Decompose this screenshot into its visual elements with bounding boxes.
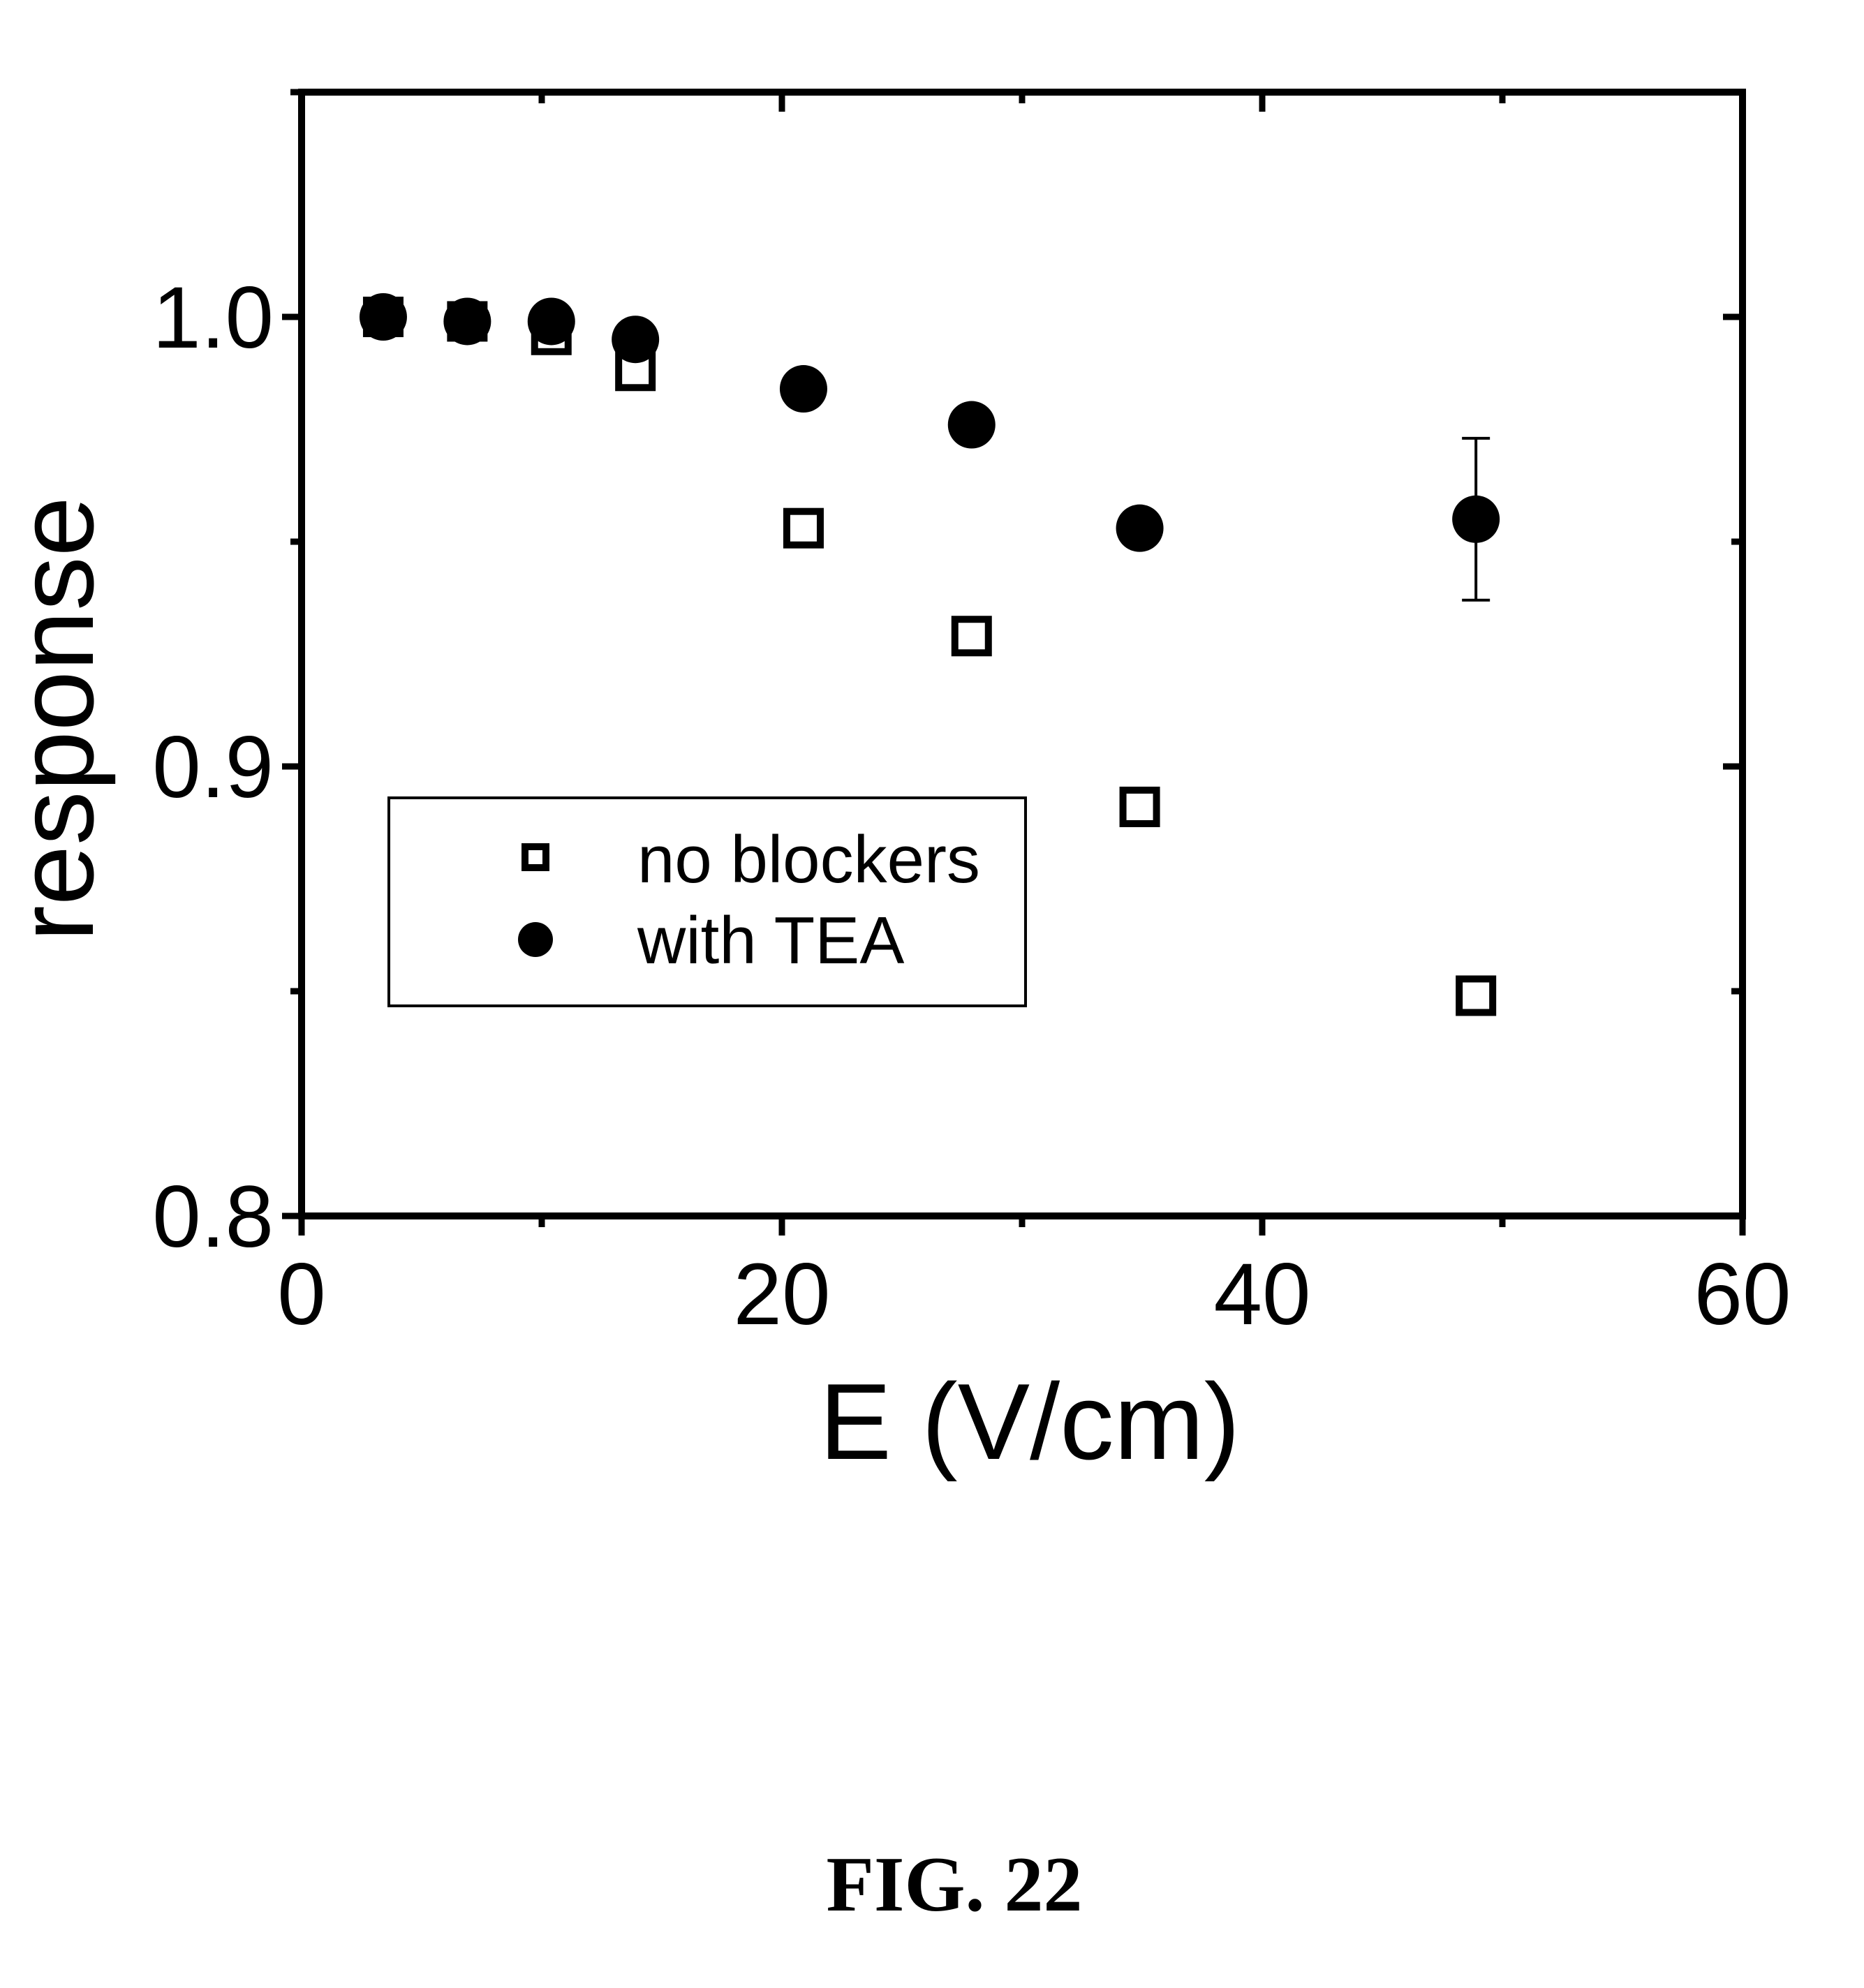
data-point-no-blockers xyxy=(787,512,820,545)
data-point-with-tea xyxy=(612,316,659,363)
x-tick-label: 0 xyxy=(277,1246,326,1343)
data-point-with-tea xyxy=(948,401,996,449)
data-point-no-blockers xyxy=(1459,979,1493,1012)
data-point-with-tea xyxy=(1116,505,1164,552)
series-with-tea xyxy=(360,293,1500,600)
data-point-with-tea xyxy=(780,365,827,413)
x-tick-label: 60 xyxy=(1694,1246,1791,1343)
data-point-no-blockers xyxy=(955,619,989,653)
x-tick-label: 20 xyxy=(733,1246,830,1343)
legend-label-no-blockers: no blockers xyxy=(637,822,980,897)
x-tick-label: 40 xyxy=(1213,1246,1310,1343)
y-tick-label: 0.8 xyxy=(152,1169,274,1266)
figure-caption: FIG. 22 xyxy=(826,1841,1082,1928)
data-point-with-tea xyxy=(360,293,407,341)
y-axis-title: response xyxy=(0,496,116,942)
legend: no blockers with TEA xyxy=(389,798,1026,1006)
axis-ticks xyxy=(282,92,1743,1236)
legend-marker-with-tea xyxy=(518,922,553,957)
legend-marker-no-blockers xyxy=(525,847,546,868)
data-point-with-tea xyxy=(1452,496,1500,543)
data-point-with-tea xyxy=(443,297,491,345)
y-tick-label: 0.9 xyxy=(152,719,274,816)
data-point-no-blockers xyxy=(1123,790,1157,824)
y-tick-label: 1.0 xyxy=(152,269,274,366)
plot-frame xyxy=(302,92,1743,1216)
x-axis-title: E (V/cm) xyxy=(820,1361,1241,1482)
scatter-chart: 0 20 40 60 0.8 0.9 1.0 E (V/cm) response no bl… xyxy=(0,92,1791,1482)
legend-label-with-tea: with TEA xyxy=(637,903,904,978)
data-point-with-tea xyxy=(528,297,575,345)
